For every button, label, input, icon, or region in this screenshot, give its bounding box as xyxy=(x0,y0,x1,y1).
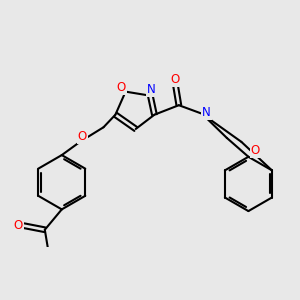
Text: O: O xyxy=(117,81,126,94)
Text: N: N xyxy=(202,106,211,119)
Text: N: N xyxy=(147,83,155,96)
Text: O: O xyxy=(14,219,23,232)
Text: O: O xyxy=(78,130,87,143)
Text: O: O xyxy=(171,73,180,85)
Text: O: O xyxy=(251,144,260,157)
